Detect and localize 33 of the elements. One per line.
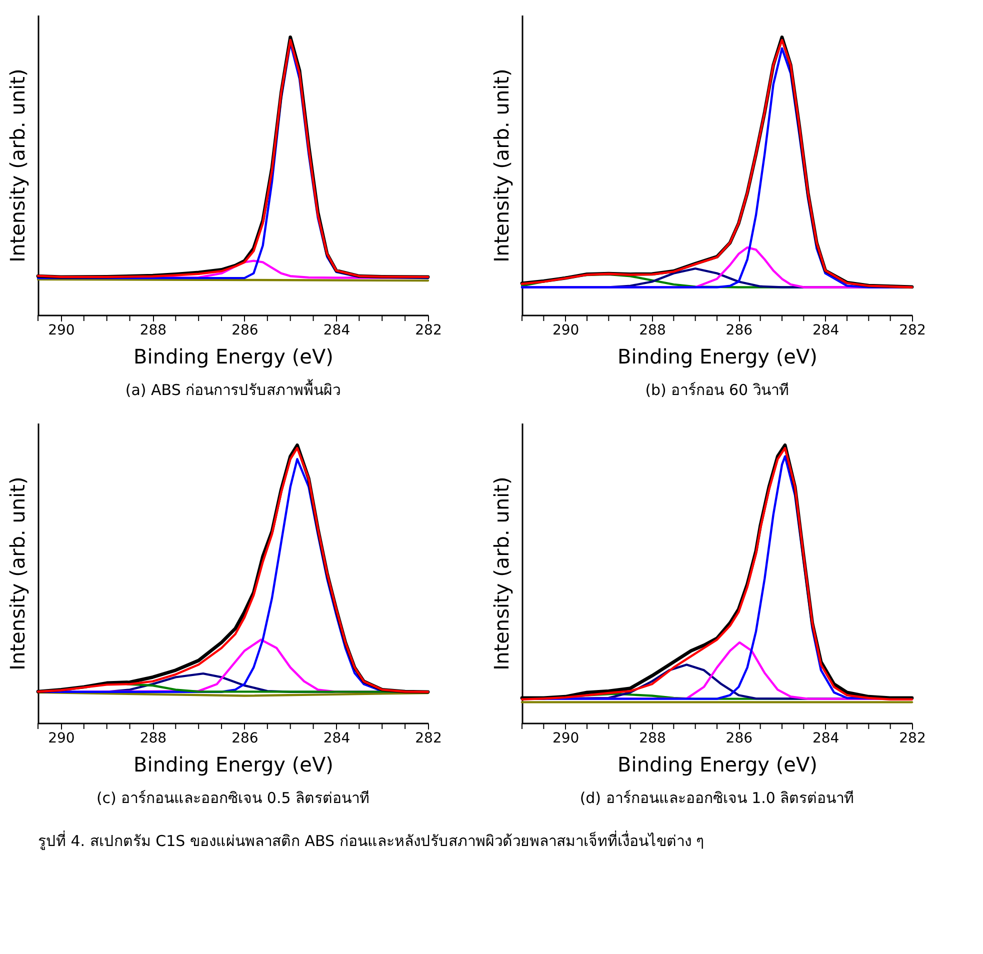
x-tick-label: 288 [140,730,167,746]
x-tick-label: 290 [552,322,580,338]
x-tick-label: 286 [726,730,753,746]
y-axis-title: Intensity (arb. unit) [6,476,30,670]
x-tick-label: 286 [232,730,258,746]
x-axis-title: Binding Energy (eV) [134,344,334,368]
x-tick-label: 284 [812,322,840,338]
text: รูปที่ 4. สเปกตรัม C1S ของแผ่นพลาสติก ABS ก่อนและหลังปรับสภาพผิวด้วยพลาสมาเจ็ทที่เงื่อนไขต่าง ๆ [38,830,704,850]
y-axis-title: Intensity (arb. unit) [490,476,514,670]
x-axis-title: Binding Energy (eV) [618,752,818,776]
text: (b) อาร์กอน 60 วินาที [645,381,789,399]
text: (d) อาร์กอนและออกซิเจน 1.0 ลิตรต่อนาที [580,789,854,807]
x-axis-title: Binding Energy (eV) [618,344,818,368]
x-tick-label: 282 [899,322,926,338]
x-tick-label: 282 [899,730,926,746]
x-tick-label: 284 [812,730,840,746]
x-tick-label: 284 [323,730,350,746]
x-tick-label: 282 [415,322,442,338]
x-tick-label: 288 [140,322,167,338]
x-tick-label: 290 [48,322,75,338]
text: (a) ABS ก่อนการปรับสภาพพื้นผิว [125,379,341,399]
x-tick-label: 288 [639,322,666,338]
x-axis-title: Binding Energy (eV) [134,752,334,776]
x-tick-label: 284 [323,322,350,338]
x-tick-label: 286 [232,322,258,338]
y-axis-title: Intensity (arb. unit) [490,68,514,262]
x-tick-label: 290 [48,730,75,746]
x-tick-label: 288 [639,730,666,746]
x-tick-label: 290 [552,730,580,746]
y-axis-title: Intensity (arb. unit) [6,68,30,262]
x-tick-label: 286 [726,322,753,338]
text: (c) อาร์กอนและออกซิเจน 0.5 ลิตรต่อนาที [96,789,370,807]
x-tick-label: 282 [415,730,442,746]
